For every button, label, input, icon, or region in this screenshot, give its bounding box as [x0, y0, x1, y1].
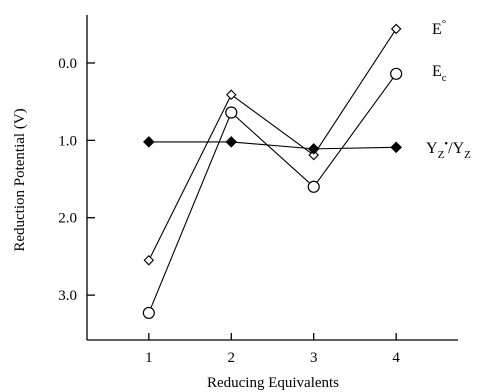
data-point [225, 89, 237, 100]
x-tick-label: 4 [392, 350, 400, 366]
y-tick-label: 0.0 [58, 56, 77, 72]
series-1 [143, 23, 402, 266]
data-point [225, 136, 238, 148]
series-line [148, 73, 397, 314]
y-tick-label: 2.0 [58, 211, 77, 227]
data-point [390, 141, 402, 154]
series-label-e-standard: E° [432, 18, 446, 38]
series-layer [142, 23, 403, 320]
data-point [390, 23, 402, 35]
y-axis-label: Reduction Potential (V) [12, 108, 28, 251]
series-label-yz-couple: YZ•/YZ [426, 138, 471, 161]
data-point [143, 255, 155, 266]
series-line [148, 141, 397, 150]
series-3 [143, 136, 402, 155]
series-label-ec: Ec [432, 63, 447, 84]
data-point [307, 180, 320, 193]
x-tick-label: 3 [310, 350, 318, 366]
y-tick-label: 3.0 [58, 288, 77, 304]
data-point [390, 67, 403, 80]
x-tick-label: 2 [228, 350, 236, 366]
data-point [308, 149, 320, 161]
axes [86, 15, 458, 341]
data-point [142, 306, 155, 320]
x-tick-label: 1 [145, 350, 153, 366]
data-point [143, 136, 155, 148]
y-tick-label: 1.0 [58, 133, 77, 149]
series-line [148, 28, 397, 261]
x-ticks: 1 2 3 4 [145, 333, 400, 366]
y-ticks: 0.0 1.0 2.0 3.0 [58, 56, 95, 304]
data-point [307, 143, 320, 155]
x-axis-label: Reducing Equivalents [207, 375, 339, 391]
data-point [225, 106, 238, 119]
series-2 [142, 67, 403, 320]
